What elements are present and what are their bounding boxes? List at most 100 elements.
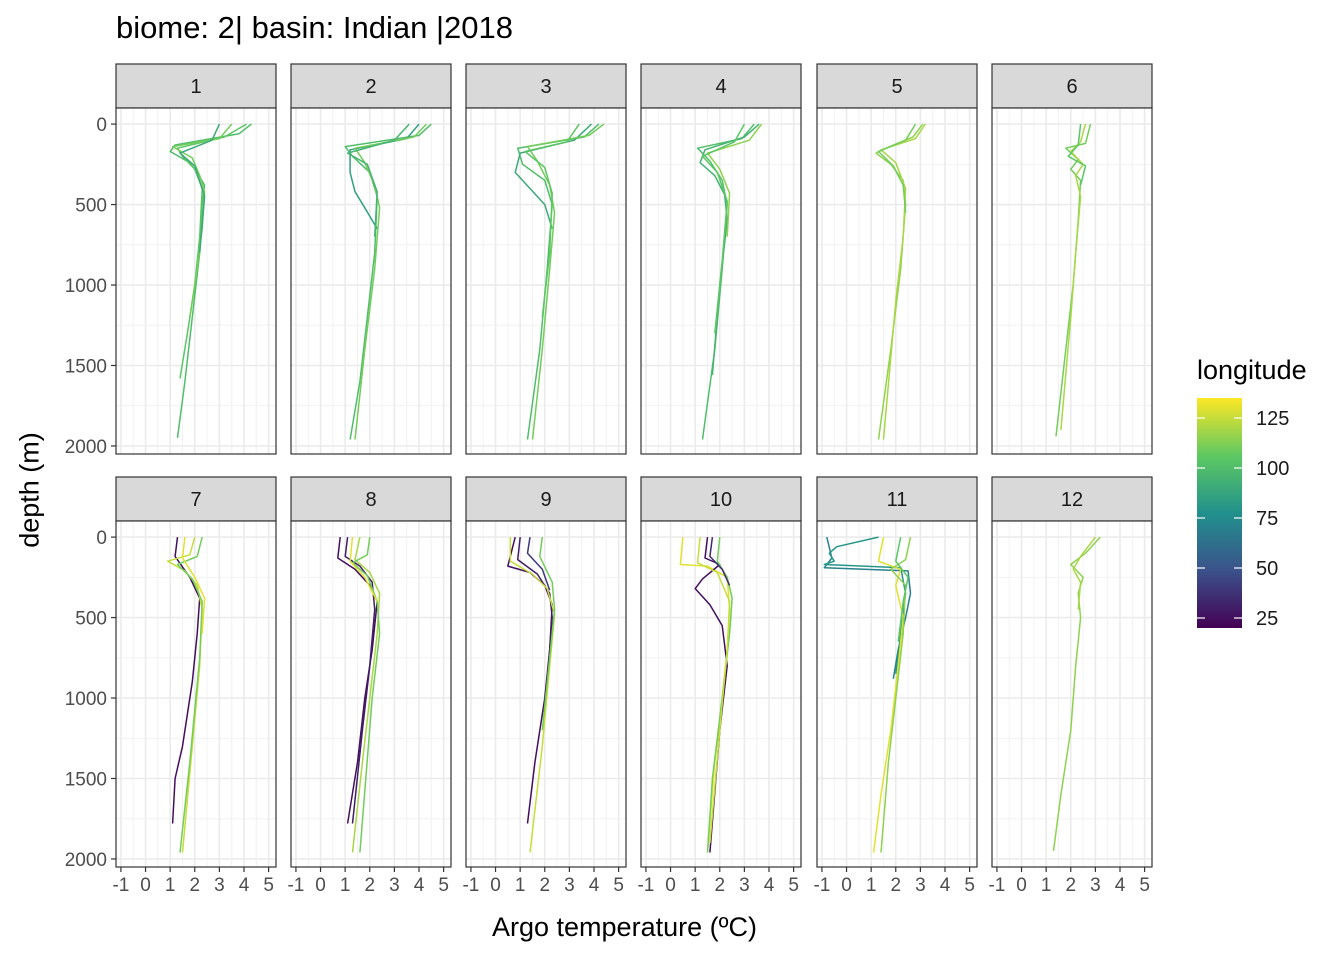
x-tick-label: 1 [690,875,701,896]
profile-line [176,536,203,853]
profile-line [872,536,904,853]
panel-border [816,107,978,455]
x-tick-label: 5 [788,875,799,896]
x-tick-label: 4 [589,875,600,896]
x-tick-label: 1 [866,875,877,896]
facet-panel-4: 4 [640,63,802,455]
facet-panel-12: 12-1 0 1 2 3 4 5 [988,476,1153,896]
colorbar-legend: 25 50 75 100 125 [1197,398,1289,630]
facet-strip-label: 12 [1061,489,1083,511]
x-tick-label: 5 [964,875,975,896]
x-axis-label: Argo temperature (ºC) [492,912,757,942]
profile-line [526,536,551,591]
panel-border [816,520,978,868]
profile-line [349,537,378,602]
colorbar-tick-label: 25 [1256,608,1278,630]
x-tick-label: 4 [1115,875,1126,896]
x-tick-label: 3 [389,875,400,896]
facet-panel-10: 10 -1 0 1 2 3 4 5 [637,476,802,896]
x-tick-label: 0 [490,875,501,896]
profile-line [351,536,381,853]
facet-strip [640,476,802,522]
x-tick-label: 1 [1041,875,1052,896]
x-tick-label: 4 [414,875,425,896]
facet-strip-label: 8 [365,489,376,511]
y-tick-label: 2000 [65,850,107,871]
x-tick-label: -1 [112,875,129,896]
profile-line [171,123,233,318]
profile-line [539,537,556,731]
facet-strip-label: 4 [715,76,726,98]
x-tick-label: 3 [564,875,575,896]
legend-title: longitude [1197,355,1307,385]
x-tick-label: 2 [539,875,550,896]
panel-border [115,520,277,868]
facet-panel-5: 5 [816,63,978,455]
profile-line [524,123,580,318]
facet-strip-label: 3 [540,76,551,98]
colorbar-tick-label: 50 [1256,558,1278,580]
colorbar-gradient [1197,398,1242,628]
x-tick-label: 0 [140,875,151,896]
profile-line [516,537,553,682]
facet-panel-11: 11 -1 0 1 2 3 4 5 [813,476,978,896]
colorbar-tick-label: 75 [1256,508,1278,530]
panel-border [115,107,277,455]
x-tick-label: 1 [515,875,526,896]
profile-line [880,123,926,440]
profile-line [344,537,376,824]
x-tick-label: 4 [764,875,775,896]
x-tick-label: -1 [287,875,304,896]
x-tick-label: 2 [1065,875,1076,896]
profile-line [1067,124,1087,186]
x-tick-label: 3 [214,875,225,896]
facet-strip [290,476,452,522]
facet-strip [115,476,277,522]
x-tick-label: 2 [189,875,200,896]
x-tick-label: 2 [890,875,901,896]
facet-strip [816,476,978,522]
profile-line [706,537,733,853]
x-tick-label: -1 [462,875,479,896]
facet-strip [115,63,277,109]
x-tick-label: -1 [988,875,1005,896]
facet-strip [816,63,978,109]
facet-panel-2: 2 [290,63,452,455]
profile-line [1072,536,1096,610]
x-tick-label: 0 [1016,875,1027,896]
facet-panel-9: 9 -1 0 1 2 3 4 5 [462,476,627,896]
panel-background [817,108,977,454]
x-tick-label: 0 [665,875,676,896]
profile-line [880,536,912,853]
profile-line [895,536,909,642]
profile-line [709,537,731,586]
facet-panel-8: 8 -1 0 1 2 3 4 5 [287,476,452,896]
x-tick-label: -1 [637,875,654,896]
panel-background [641,521,801,867]
facet-strip-label: 7 [190,489,201,511]
panel-border [290,107,452,455]
x-tick-label: 4 [239,875,250,896]
x-tick-label: 2 [364,875,375,896]
x-tick-label: 3 [915,875,926,896]
panel-background [992,521,1152,867]
y-tick-label: 2000 [65,437,107,458]
panel-border [290,520,452,868]
y-tick-label: 1500 [65,356,107,377]
profile-line [696,537,731,843]
x-tick-label: -1 [813,875,830,896]
profile-line [346,123,410,237]
panel-border [640,520,802,868]
y-tick-label: 1000 [65,276,107,297]
facet-strip [640,63,802,109]
panel-border [991,107,1153,455]
y-tick-label: 0 [96,528,107,549]
y-tick-label: 500 [75,196,107,217]
facet-strip-label: 9 [540,489,551,511]
profile-line [514,123,593,229]
chart-title: biome: 2| basin: Indian |2018 [116,10,513,45]
profile-line [344,123,432,440]
